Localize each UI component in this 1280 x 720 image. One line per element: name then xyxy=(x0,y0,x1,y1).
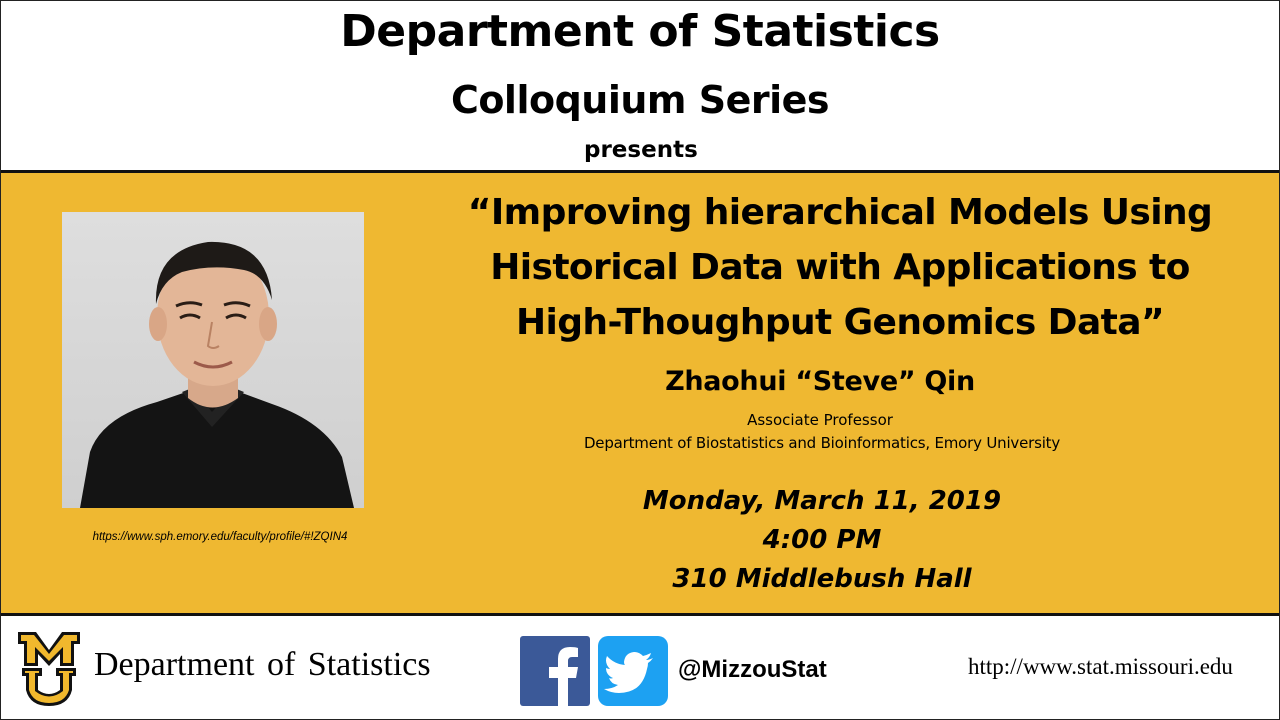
speaker-name: Zhaohui “Steve” Qin xyxy=(665,366,975,397)
page-title: Department of Statistics xyxy=(340,6,940,57)
facebook-icon[interactable] xyxy=(520,636,590,706)
social-handle[interactable]: @MizzouStat xyxy=(678,656,827,683)
website-url[interactable]: http://www.stat.missouri.edu xyxy=(968,654,1233,679)
event-details: Monday, March 11, 2019 4:00 PM 310 Middl… xyxy=(600,482,1044,599)
twitter-icon[interactable] xyxy=(598,636,668,706)
talk-title: “Improving hierarchical Models Using His… xyxy=(430,185,1250,350)
presents-label: presents xyxy=(584,137,698,163)
speaker-affiliation: Department of Biostatistics and Bioinfor… xyxy=(583,434,1061,452)
series-title: Colloquium Series xyxy=(450,78,830,122)
talk-title-line-1: “Improving hierarchical Models Using xyxy=(467,192,1213,233)
header xyxy=(1,1,1279,170)
event-location: 310 Middlebush Hall xyxy=(672,564,972,594)
talk-title-line-2: Historical Data with Applications to xyxy=(490,247,1190,288)
event-date: Monday, March 11, 2019 xyxy=(642,486,1002,516)
footer-dept-name: Department of Statistics xyxy=(94,646,431,683)
mizzou-logo-icon xyxy=(18,632,80,706)
photo-credit-url[interactable]: https://www.sph.emory.edu/faculty/profil… xyxy=(92,531,348,543)
talk-title-line-3: High-Thoughput Genomics Data” xyxy=(515,302,1165,343)
event-time: 4:00 PM xyxy=(762,525,882,555)
speaker-photo xyxy=(62,212,364,508)
speaker-position: Associate Professor xyxy=(747,411,893,429)
